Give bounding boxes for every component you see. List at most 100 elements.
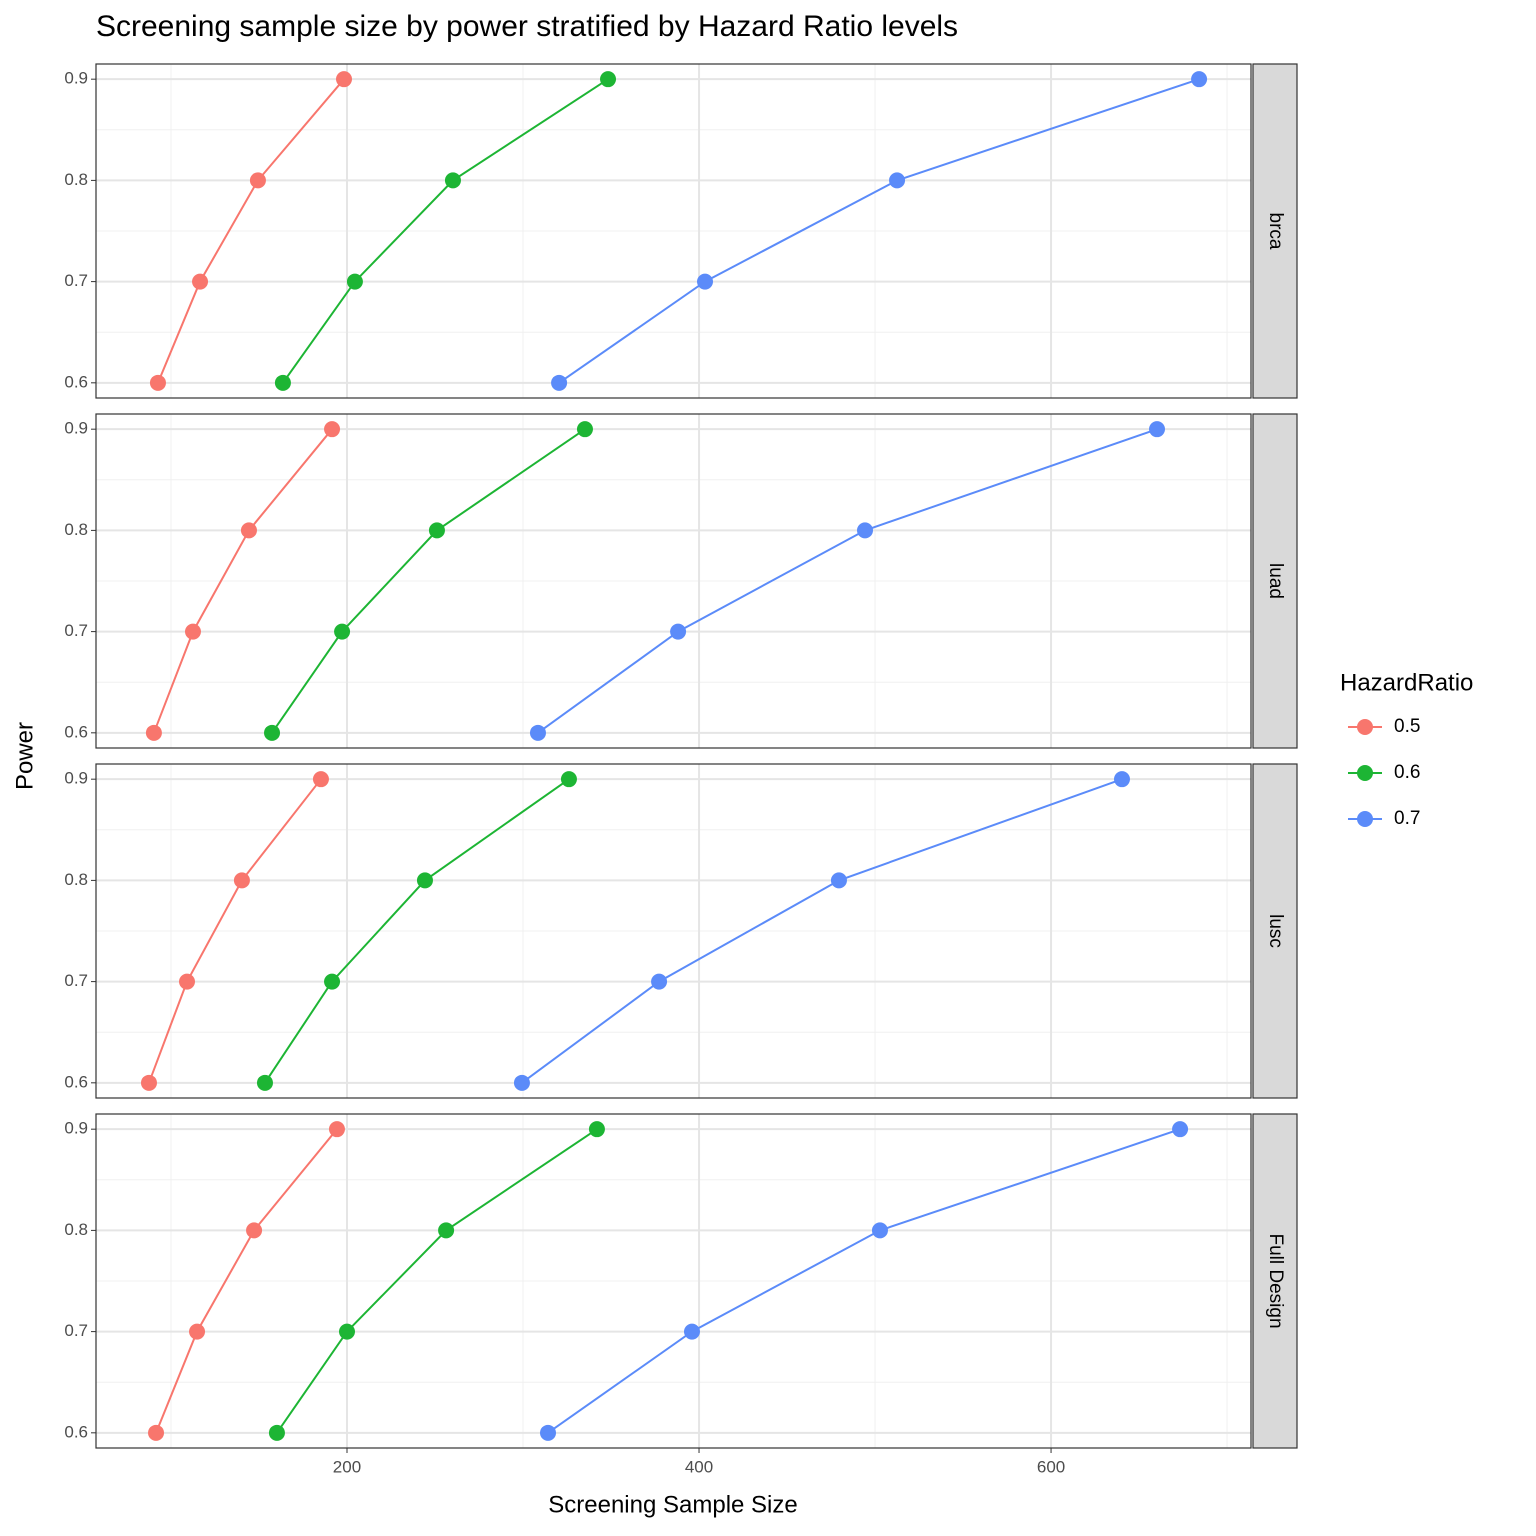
point bbox=[246, 1222, 263, 1239]
facet-strip bbox=[1252, 63, 1298, 399]
point bbox=[178, 973, 195, 990]
point bbox=[560, 771, 577, 788]
point bbox=[249, 172, 266, 189]
y-axis-label: Power bbox=[11, 722, 38, 790]
point bbox=[1113, 771, 1130, 788]
point bbox=[889, 172, 906, 189]
legend-label: 0.6 bbox=[1394, 762, 1420, 783]
legend-marker bbox=[1357, 719, 1373, 735]
point bbox=[346, 273, 363, 290]
line bbox=[155, 1128, 338, 1434]
line bbox=[152, 428, 333, 734]
point bbox=[324, 973, 341, 990]
y-tick-label: 0.6 bbox=[64, 1422, 88, 1441]
panel-border bbox=[95, 63, 1252, 399]
point bbox=[540, 1424, 557, 1441]
line bbox=[547, 1128, 1181, 1434]
point bbox=[1172, 1121, 1189, 1138]
point bbox=[189, 1323, 206, 1340]
point bbox=[683, 1323, 700, 1340]
legend-marker bbox=[1357, 765, 1373, 781]
point bbox=[328, 1121, 345, 1138]
facet-strip bbox=[1252, 763, 1298, 1099]
point bbox=[338, 1323, 355, 1340]
point bbox=[651, 973, 668, 990]
y-tick-label: 0.8 bbox=[64, 520, 88, 539]
point bbox=[145, 724, 162, 741]
line bbox=[271, 428, 586, 734]
legend-label: 0.5 bbox=[1394, 716, 1420, 737]
line bbox=[521, 778, 1123, 1084]
facet-label: lusc bbox=[1265, 914, 1286, 948]
point bbox=[697, 273, 714, 290]
y-tick-label: 0.9 bbox=[64, 769, 88, 788]
point bbox=[670, 623, 687, 640]
point bbox=[268, 1424, 285, 1441]
point bbox=[184, 623, 201, 640]
point bbox=[336, 71, 353, 88]
facet-strip bbox=[1252, 413, 1298, 749]
point bbox=[324, 421, 341, 438]
facet-label: luad bbox=[1265, 563, 1286, 599]
facet-label: brca bbox=[1265, 213, 1286, 250]
chart-title: Screening sample size by power stratifie… bbox=[96, 10, 958, 43]
line bbox=[148, 778, 322, 1084]
point bbox=[830, 872, 847, 889]
panel-border bbox=[95, 1113, 1252, 1449]
y-tick-label: 0.9 bbox=[64, 419, 88, 438]
line bbox=[282, 78, 609, 384]
point bbox=[148, 1424, 165, 1441]
facet-label: Full Design bbox=[1265, 1233, 1286, 1328]
point bbox=[334, 623, 351, 640]
y-tick-label: 0.7 bbox=[64, 621, 88, 640]
y-tick-label: 0.9 bbox=[64, 69, 88, 88]
y-tick-label: 0.6 bbox=[64, 1072, 88, 1091]
point bbox=[857, 522, 874, 539]
y-tick-label: 0.8 bbox=[64, 870, 88, 889]
point bbox=[274, 374, 291, 391]
point bbox=[233, 872, 250, 889]
line bbox=[157, 78, 345, 384]
facet-strip bbox=[1252, 1113, 1298, 1449]
legend-title: HazardRatio bbox=[1340, 669, 1473, 696]
point bbox=[312, 771, 329, 788]
y-tick-label: 0.7 bbox=[64, 1321, 88, 1340]
panel-border bbox=[95, 763, 1252, 1099]
point bbox=[140, 1074, 157, 1091]
y-tick-label: 0.6 bbox=[64, 372, 88, 391]
point bbox=[600, 71, 617, 88]
line bbox=[264, 778, 570, 1084]
y-tick-label: 0.7 bbox=[64, 271, 88, 290]
point bbox=[192, 273, 209, 290]
point bbox=[149, 374, 166, 391]
x-tick-label: 400 bbox=[685, 1457, 713, 1476]
x-tick-label: 200 bbox=[333, 1457, 361, 1476]
y-tick-label: 0.8 bbox=[64, 170, 88, 189]
line bbox=[276, 1128, 598, 1434]
point bbox=[264, 724, 281, 741]
point bbox=[444, 172, 461, 189]
point bbox=[1149, 421, 1166, 438]
point bbox=[438, 1222, 455, 1239]
point bbox=[240, 522, 257, 539]
point bbox=[871, 1222, 888, 1239]
point bbox=[588, 1121, 605, 1138]
legend-marker bbox=[1357, 811, 1373, 827]
y-tick-label: 0.8 bbox=[64, 1220, 88, 1239]
point bbox=[551, 374, 568, 391]
panel-border bbox=[95, 413, 1252, 749]
line bbox=[537, 428, 1158, 734]
point bbox=[576, 421, 593, 438]
point bbox=[529, 724, 546, 741]
point bbox=[513, 1074, 530, 1091]
y-tick-label: 0.6 bbox=[64, 722, 88, 741]
point bbox=[256, 1074, 273, 1091]
y-tick-label: 0.9 bbox=[64, 1119, 88, 1138]
y-tick-label: 0.7 bbox=[64, 971, 88, 990]
legend-label: 0.7 bbox=[1394, 808, 1420, 829]
x-tick-label: 600 bbox=[1037, 1457, 1065, 1476]
point bbox=[428, 522, 445, 539]
point bbox=[1191, 71, 1208, 88]
line bbox=[558, 78, 1200, 384]
